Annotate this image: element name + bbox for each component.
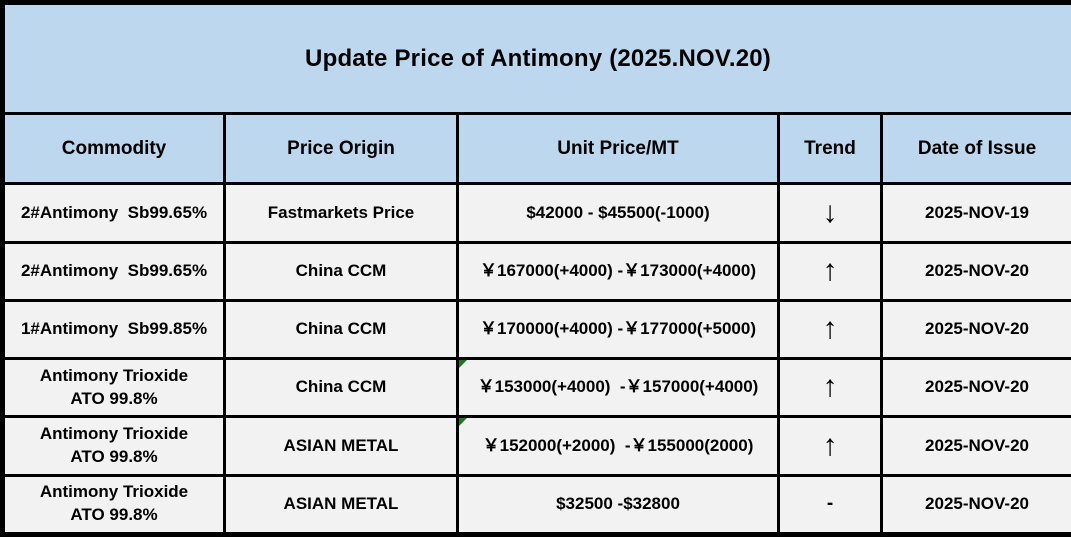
date-of-issue-cell: 2025-NOV-20 — [879, 357, 1071, 419]
trend-flat-icon: - — [826, 492, 834, 514]
price-origin-cell: China CCM — [223, 357, 459, 419]
table-header-row: Commodity Price Origin Unit Price/MT Tre… — [1, 112, 1071, 186]
unit-price-cell: $42000 - $45500(-1000) — [456, 182, 780, 244]
price-origin-cell: ASIAN METAL — [223, 473, 459, 537]
trend-cell: - — [777, 473, 883, 537]
trend-cell: ↑ — [777, 240, 883, 302]
title-row: Update Price of Antimony (2025.NOV.20) — [0, 0, 1071, 116]
date-of-issue-cell: 2025-NOV-20 — [879, 240, 1071, 302]
unit-price-value: ￥153000(+4000) -￥157000(+4000) — [477, 377, 759, 397]
unit-price-cell: $32500 -$32800 — [456, 473, 780, 537]
col-header-date-of-issue: Date of Issue — [879, 112, 1071, 186]
commodity-cell: Antimony Trioxide ATO 99.8% — [1, 357, 226, 419]
trend-cell: ↑ — [777, 298, 883, 361]
excel-note-marker — [460, 419, 467, 427]
table-row: Antimony Trioxide ATO 99.8% ASIAN METAL … — [1, 415, 1071, 477]
col-header-trend: Trend — [777, 112, 883, 186]
trend-up-icon: ↑ — [822, 428, 838, 462]
trend-up-icon: ↑ — [822, 370, 838, 404]
unit-price-value: $42000 - $45500(-1000) — [526, 202, 710, 222]
col-header-commodity: Commodity — [1, 112, 226, 186]
unit-price-value: ￥167000(+4000) -￥173000(+4000) — [480, 260, 756, 280]
unit-price-value: $32500 -$32800 — [556, 493, 680, 513]
price-origin-cell: ASIAN METAL — [223, 415, 459, 477]
trend-cell: ↓ — [777, 182, 883, 244]
commodity-cell: 2#Antimony Sb99.65% — [1, 182, 226, 244]
unit-price-value: ￥152000(+2000) -￥155000(2000) — [482, 435, 754, 455]
commodity-cell: Antimony Trioxide ATO 99.8% — [1, 473, 226, 537]
date-of-issue-cell: 2025-NOV-20 — [879, 473, 1071, 537]
table-row: Antimony Trioxide ATO 99.8% China CCM ￥1… — [1, 357, 1071, 419]
trend-cell: ↑ — [777, 357, 883, 419]
commodity-cell: 1#Antimony Sb99.85% — [1, 298, 226, 361]
unit-price-cell: ￥153000(+4000) -￥157000(+4000) — [456, 357, 780, 419]
trend-cell: ↑ — [777, 415, 883, 477]
trend-up-icon: ↑ — [822, 312, 838, 346]
table-row: 2#Antimony Sb99.65% China CCM ￥167000(+4… — [1, 240, 1071, 302]
commodity-cell: 2#Antimony Sb99.65% — [1, 240, 226, 302]
trend-down-icon: ↓ — [822, 195, 838, 229]
trend-up-icon: ↑ — [822, 253, 838, 287]
table-row: Antimony Trioxide ATO 99.8% ASIAN METAL … — [1, 473, 1071, 537]
col-header-price-origin: Price Origin — [223, 112, 459, 186]
unit-price-cell: ￥152000(+2000) -￥155000(2000) — [456, 415, 780, 477]
table-row: 1#Antimony Sb99.85% China CCM ￥170000(+4… — [1, 298, 1071, 361]
price-origin-cell: China CCM — [223, 240, 459, 302]
excel-note-marker — [460, 361, 467, 369]
unit-price-value: ￥170000(+4000) -￥177000(+5000) — [480, 319, 756, 339]
date-of-issue-cell: 2025-NOV-20 — [879, 415, 1071, 477]
unit-price-cell: ￥167000(+4000) -￥173000(+4000) — [456, 240, 780, 302]
price-origin-cell: Fastmarkets Price — [223, 182, 459, 244]
col-header-unit-price: Unit Price/MT — [456, 112, 780, 186]
date-of-issue-cell: 2025-NOV-19 — [879, 182, 1071, 244]
page-title: Update Price of Antimony (2025.NOV.20) — [0, 0, 1071, 116]
table-row: 2#Antimony Sb99.65% Fastmarkets Price $4… — [1, 182, 1071, 244]
price-origin-cell: China CCM — [223, 298, 459, 361]
date-of-issue-cell: 2025-NOV-20 — [879, 298, 1071, 361]
unit-price-cell: ￥170000(+4000) -￥177000(+5000) — [456, 298, 780, 361]
commodity-cell: Antimony Trioxide ATO 99.8% — [1, 415, 226, 477]
